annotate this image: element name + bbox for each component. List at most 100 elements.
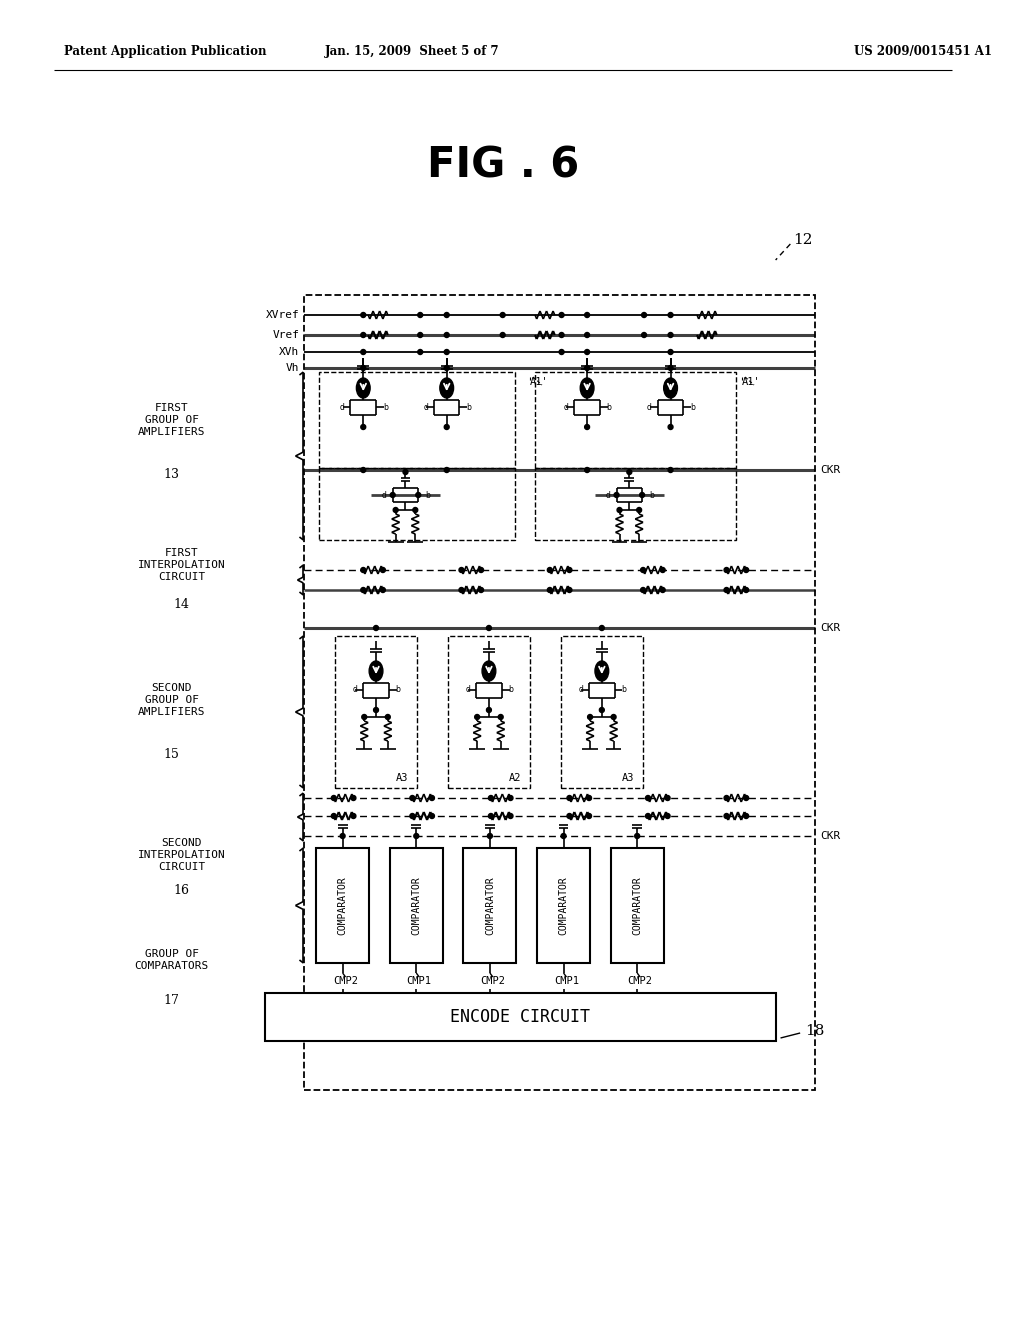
- Circle shape: [418, 333, 423, 338]
- Text: d: d: [423, 403, 428, 412]
- Circle shape: [459, 587, 464, 593]
- Text: 13: 13: [164, 469, 180, 482]
- Text: d: d: [382, 491, 387, 499]
- Circle shape: [360, 467, 366, 473]
- Text: SECOND
INTERPOLATION
CIRCUIT: SECOND INTERPOLATION CIRCUIT: [138, 838, 225, 871]
- Text: CMP1: CMP1: [554, 975, 579, 986]
- Circle shape: [668, 425, 673, 429]
- Circle shape: [724, 568, 729, 573]
- Text: d: d: [606, 491, 610, 499]
- Bar: [265, 993, 775, 1041]
- Circle shape: [559, 313, 564, 318]
- Circle shape: [500, 333, 505, 338]
- Text: COMPARATOR: COMPARATOR: [558, 876, 568, 935]
- Circle shape: [488, 796, 494, 800]
- Text: 16: 16: [174, 883, 189, 896]
- Bar: [319, 469, 515, 540]
- Circle shape: [361, 714, 367, 719]
- Circle shape: [548, 568, 552, 573]
- Bar: [316, 847, 369, 964]
- Circle shape: [637, 507, 642, 512]
- Text: ENCODE CIRCUIT: ENCODE CIRCUIT: [451, 1008, 591, 1026]
- Ellipse shape: [440, 378, 454, 399]
- Circle shape: [410, 796, 415, 800]
- Text: b: b: [607, 403, 611, 412]
- Text: FIG . 6: FIG . 6: [427, 144, 579, 186]
- Circle shape: [645, 796, 650, 800]
- Text: A1': A1': [742, 378, 761, 387]
- Ellipse shape: [369, 661, 383, 681]
- Circle shape: [381, 587, 385, 593]
- Circle shape: [340, 833, 345, 838]
- Circle shape: [668, 350, 673, 355]
- Text: b: b: [395, 685, 400, 694]
- Circle shape: [332, 796, 336, 800]
- Circle shape: [585, 467, 590, 473]
- Circle shape: [743, 813, 749, 818]
- Circle shape: [390, 492, 395, 498]
- Bar: [390, 847, 442, 964]
- Text: CMP2: CMP2: [628, 975, 652, 986]
- Text: b: b: [425, 491, 430, 499]
- Circle shape: [374, 626, 379, 631]
- Text: b: b: [649, 491, 654, 499]
- Bar: [464, 847, 516, 964]
- Text: d: d: [579, 685, 584, 694]
- Text: Vh: Vh: [286, 363, 299, 374]
- Bar: [610, 847, 664, 964]
- Bar: [537, 847, 590, 964]
- Text: COMPARATOR: COMPARATOR: [412, 876, 421, 935]
- Circle shape: [743, 587, 749, 593]
- Circle shape: [351, 796, 356, 800]
- Circle shape: [559, 333, 564, 338]
- Text: XVh: XVh: [280, 347, 299, 356]
- Circle shape: [487, 833, 493, 838]
- Bar: [560, 636, 643, 788]
- Text: 15: 15: [164, 748, 180, 762]
- Circle shape: [668, 313, 673, 318]
- Text: FIRST
INTERPOLATION
CIRCUIT: FIRST INTERPOLATION CIRCUIT: [138, 548, 225, 582]
- Bar: [536, 469, 736, 540]
- Circle shape: [475, 714, 479, 719]
- Circle shape: [374, 708, 379, 713]
- Circle shape: [444, 467, 450, 473]
- Circle shape: [360, 350, 366, 355]
- Circle shape: [567, 587, 571, 593]
- Circle shape: [478, 587, 483, 593]
- Bar: [335, 636, 417, 788]
- Text: GROUP OF
COMPARATORS: GROUP OF COMPARATORS: [135, 949, 209, 970]
- Circle shape: [360, 366, 366, 371]
- Circle shape: [351, 813, 356, 818]
- Circle shape: [360, 425, 366, 429]
- Circle shape: [499, 714, 503, 719]
- Text: b: b: [690, 403, 695, 412]
- Circle shape: [611, 714, 616, 719]
- Ellipse shape: [581, 378, 594, 399]
- Text: d: d: [352, 685, 357, 694]
- Circle shape: [668, 333, 673, 338]
- Circle shape: [444, 333, 450, 338]
- Circle shape: [668, 467, 673, 473]
- Circle shape: [724, 796, 729, 800]
- Text: CKR: CKR: [820, 832, 840, 841]
- Text: d: d: [340, 403, 345, 412]
- Text: 17: 17: [164, 994, 180, 1006]
- Circle shape: [360, 587, 366, 593]
- Circle shape: [585, 313, 590, 318]
- Ellipse shape: [664, 378, 678, 399]
- Circle shape: [444, 425, 450, 429]
- Circle shape: [627, 470, 632, 474]
- Circle shape: [444, 350, 450, 355]
- Circle shape: [403, 470, 408, 474]
- Text: d: d: [465, 685, 470, 694]
- Bar: [304, 294, 815, 1090]
- Text: SECOND
GROUP OF
AMPLIFIERS: SECOND GROUP OF AMPLIFIERS: [138, 684, 206, 717]
- Circle shape: [585, 350, 590, 355]
- Circle shape: [641, 587, 645, 593]
- Circle shape: [585, 425, 590, 429]
- Circle shape: [548, 587, 552, 593]
- Circle shape: [486, 626, 492, 631]
- Circle shape: [360, 568, 366, 573]
- Text: Vref: Vref: [272, 330, 299, 341]
- Circle shape: [666, 796, 670, 800]
